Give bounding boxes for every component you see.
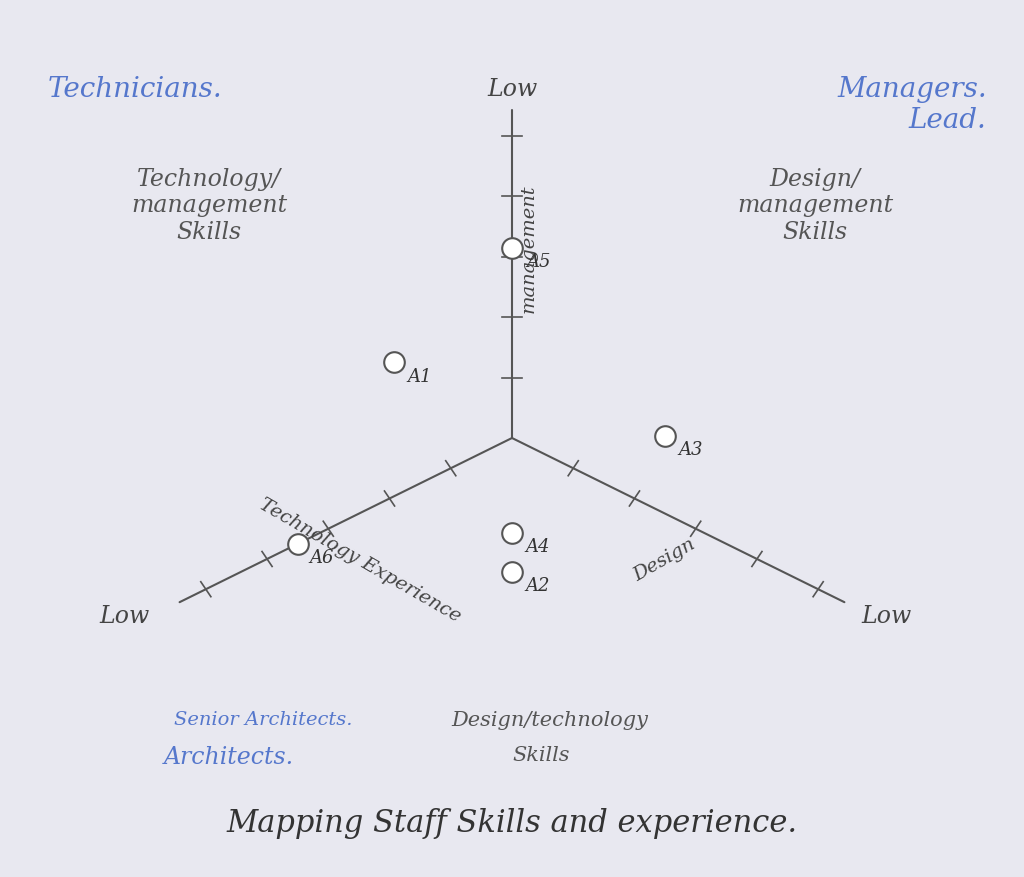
- Text: A6: A6: [310, 548, 334, 567]
- Text: Managers.
Lead.: Managers. Lead.: [837, 76, 987, 134]
- Point: [290, 538, 306, 552]
- Text: Senior Architects.: Senior Architects.: [174, 710, 352, 729]
- Text: Low: Low: [99, 604, 150, 627]
- Text: Mapping Staff Skills and experience.: Mapping Staff Skills and experience.: [226, 807, 798, 838]
- Point: [504, 241, 520, 255]
- Text: Design/technology: Design/technology: [452, 710, 648, 730]
- Point: [656, 430, 673, 444]
- Text: Low: Low: [486, 77, 538, 101]
- Text: A4: A4: [525, 538, 550, 556]
- Point: [504, 566, 520, 580]
- Text: management: management: [519, 184, 538, 312]
- Point: [504, 526, 520, 540]
- Text: Technology/
management
Skills: Technology/ management Skills: [131, 168, 287, 244]
- Text: Architects.: Architects.: [164, 745, 294, 768]
- Text: Skills: Skills: [512, 745, 569, 764]
- Text: Design/
management
Skills: Design/ management Skills: [737, 168, 893, 244]
- Text: A2: A2: [525, 576, 550, 595]
- Text: A5: A5: [526, 253, 551, 271]
- Text: Technicians.: Technicians.: [47, 76, 222, 103]
- Text: A3: A3: [678, 440, 702, 459]
- Text: A1: A1: [407, 367, 431, 385]
- Text: Low: Low: [862, 604, 912, 627]
- Point: [386, 356, 402, 370]
- Text: Technology Experience: Technology Experience: [256, 495, 464, 624]
- Text: Design: Design: [631, 535, 698, 584]
